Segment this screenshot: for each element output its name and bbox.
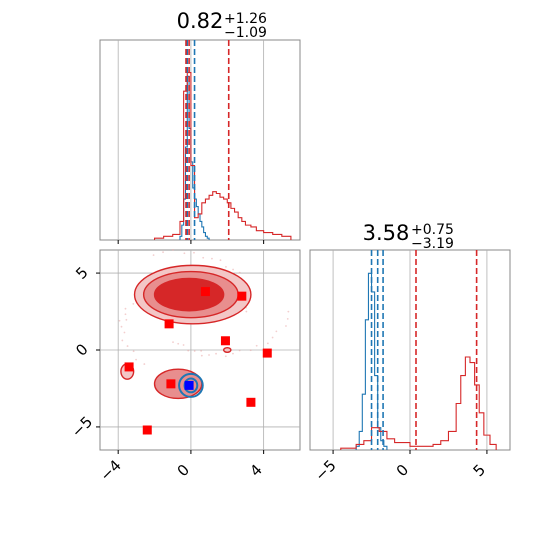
right-x-tick-label: 0 (393, 461, 412, 480)
joint-red-marker (166, 379, 176, 389)
right-title: 3.58 (363, 221, 410, 245)
top-title-main: 0.82 (177, 9, 224, 33)
joint-sample-point (211, 257, 213, 260)
joint-sample-point (123, 331, 126, 334)
joint-sample-point (124, 307, 127, 310)
joint-red-marker (164, 319, 174, 329)
joint-sample-point (121, 339, 124, 342)
joint-sample-point (245, 310, 248, 313)
joint-sample-point (124, 313, 127, 316)
joint-sample-point (143, 363, 146, 365)
joint-sample-point (287, 310, 290, 313)
top-frame (99, 39, 301, 241)
right-x-tick-label: 5 (470, 461, 489, 480)
joint-sample-point (162, 251, 164, 254)
joint-blue-contour (183, 377, 199, 394)
joint-sample-point (152, 254, 155, 257)
joint-sample-point (135, 358, 137, 361)
right-marginal-panel: 3.58 +0.75 −3.19 −5 0 5 (309, 221, 511, 485)
joint-sample-point (182, 344, 185, 346)
right-title-sub: −3.19 (411, 236, 454, 252)
joint-sample-point (271, 336, 274, 339)
joint-red-marker (142, 425, 152, 435)
joint-sample-point (255, 344, 258, 347)
joint-red-marker (124, 362, 134, 372)
right-x-tick-label: −5 (311, 456, 339, 484)
joint-sample-point (193, 251, 195, 254)
joint-sample-point (266, 342, 269, 345)
right-title-main: 3.58 (363, 221, 410, 245)
joint-sample-point (193, 350, 196, 352)
joint-sample-point (183, 252, 186, 255)
joint-sample-point (215, 352, 217, 355)
joint-sample-point (200, 349, 203, 352)
joint-sample-point (172, 249, 174, 251)
joint-red-contour (153, 277, 225, 312)
joint-y-tick-label: 5 (72, 263, 91, 282)
joint-sample-point (202, 256, 205, 259)
joint-panel: −4 0 4 5 0 −5 (68, 249, 301, 485)
joint-sample-point (208, 354, 210, 356)
joint-sample-point (249, 349, 252, 352)
top-marginal-panel: 0.82 +1.26 −1.09 (99, 9, 301, 244)
joint-blue-contour (178, 372, 204, 398)
joint-sample-point (238, 271, 241, 274)
joint-sample-point (275, 330, 278, 333)
joint-red-marker (200, 287, 210, 297)
joint-sample-point (232, 268, 234, 271)
joint-sample-point (172, 341, 174, 344)
joint-sample-point (132, 303, 135, 305)
joint-x-tick-label: 4 (246, 461, 265, 480)
joint-blue-marker (184, 380, 194, 390)
top-hist-series-1 (153, 72, 292, 240)
joint-sample-point (125, 318, 128, 321)
joint-red-marker (237, 291, 247, 301)
joint-x-tick-label: −4 (96, 456, 124, 484)
joint-red-marker (262, 348, 272, 358)
joint-sample-point (118, 319, 121, 322)
joint-red-marker (246, 397, 256, 407)
joint-sample-point (219, 259, 222, 262)
joint-sample-point (200, 354, 203, 357)
top-title-sub: −1.09 (224, 25, 267, 41)
joint-sample-point (232, 352, 234, 355)
top-title-sup: +1.26 (224, 11, 267, 27)
joint-sample-point (238, 349, 241, 352)
joint-y-tick-label: −5 (68, 413, 96, 441)
joint-sample-point (187, 349, 190, 352)
right-title-sup: +0.75 (411, 222, 454, 238)
joint-x-tick-label: 0 (174, 461, 193, 480)
joint-sample-point (177, 342, 180, 345)
joint-sample-point (126, 345, 129, 347)
joint-sample-point (132, 350, 135, 353)
joint-sample-point (225, 265, 227, 268)
joint-red-marker (220, 336, 230, 346)
joint-sample-point (286, 317, 289, 320)
joint-sample-point (120, 325, 123, 328)
joint-red-contour (222, 346, 232, 354)
joint-sample-point (285, 325, 287, 327)
joint-y-tick-label: 0 (72, 340, 91, 359)
joint-sample-point (224, 355, 227, 358)
top-title: 0.82 (177, 9, 224, 33)
